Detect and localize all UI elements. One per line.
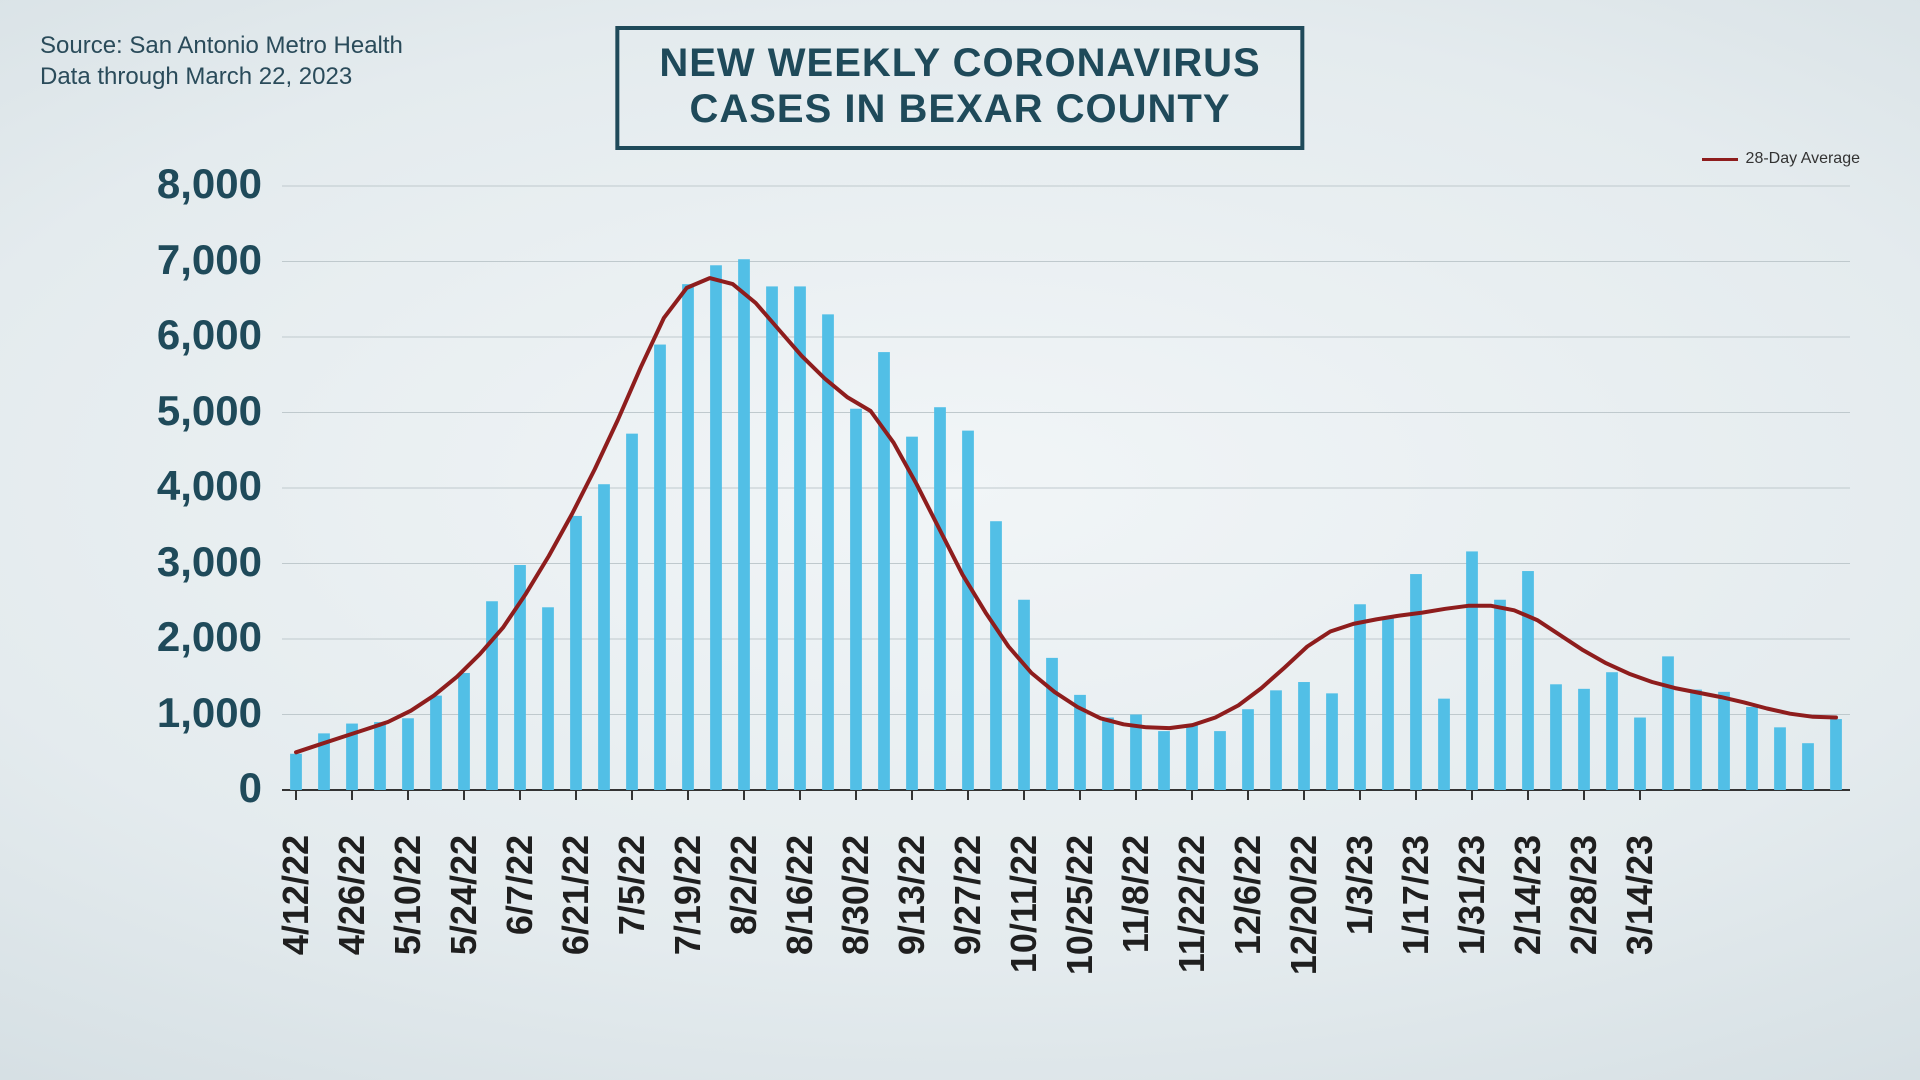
chart-canvas: Source: San Antonio Metro Health Data th… (0, 0, 1920, 1080)
x-tick-label: 9/27/22 (947, 835, 989, 1035)
x-tick-label: 9/13/22 (891, 835, 933, 1035)
x-tick-label: 5/10/22 (387, 835, 429, 1035)
x-tick-label: 10/11/22 (1003, 835, 1045, 1035)
y-tick-label: 3,000 (0, 538, 262, 586)
x-tick-label: 8/2/22 (723, 835, 765, 1035)
y-tick-label: 0 (0, 764, 262, 812)
x-tick-label: 1/17/23 (1395, 835, 1437, 1035)
y-tick-label: 1,000 (0, 689, 262, 737)
x-tick-label: 7/19/22 (667, 835, 709, 1035)
x-tick-label: 8/16/22 (779, 835, 821, 1035)
x-tick-label: 12/6/22 (1227, 835, 1269, 1035)
x-tick-label: 4/12/22 (275, 835, 317, 1035)
x-tick-label: 1/3/23 (1339, 835, 1381, 1035)
y-tick-label: 8,000 (0, 160, 262, 208)
y-tick-label: 4,000 (0, 462, 262, 510)
x-tick-label: 10/25/22 (1059, 835, 1101, 1035)
x-tick-label: 6/21/22 (555, 835, 597, 1035)
x-tick-label: 6/7/22 (499, 835, 541, 1035)
x-tick-label: 4/26/22 (331, 835, 373, 1035)
x-tick-label: 11/8/22 (1115, 835, 1157, 1035)
y-tick-label: 5,000 (0, 387, 262, 435)
x-tick-label: 5/24/22 (443, 835, 485, 1035)
y-tick-label: 6,000 (0, 311, 262, 359)
y-tick-label: 2,000 (0, 613, 262, 661)
x-tick-label: 8/30/22 (835, 835, 877, 1035)
x-tick-label: 2/28/23 (1563, 835, 1605, 1035)
x-tick-label: 11/22/22 (1171, 835, 1213, 1035)
x-tick-label: 12/20/22 (1283, 835, 1325, 1035)
x-tick-label: 1/31/23 (1451, 835, 1493, 1035)
x-tick-label: 7/5/22 (611, 835, 653, 1035)
y-tick-label: 7,000 (0, 236, 262, 284)
x-tick-label: 3/14/23 (1619, 835, 1661, 1035)
x-tick-label: 2/14/23 (1507, 835, 1549, 1035)
